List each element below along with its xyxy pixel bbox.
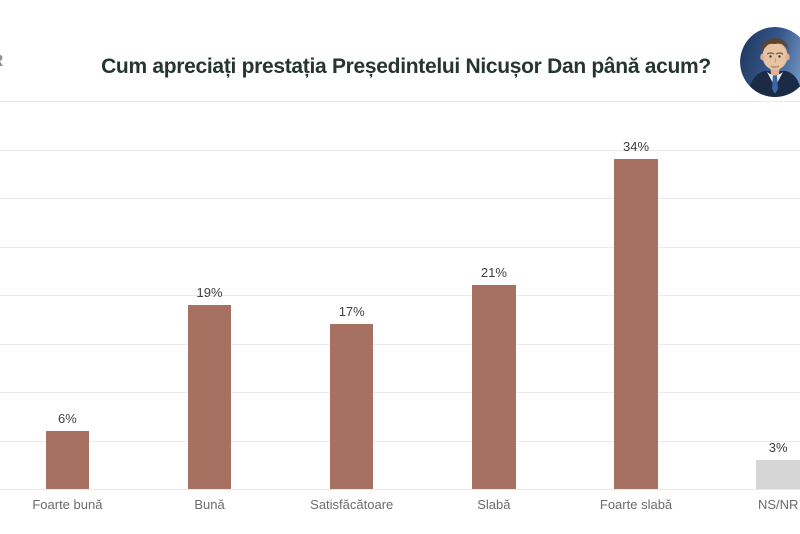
nicusor-dan-photo (740, 27, 800, 97)
value-label: 19% (196, 284, 223, 300)
bar-0 (45, 430, 90, 489)
gridline (0, 295, 800, 296)
bar-2 (329, 324, 374, 489)
bar-4 (614, 159, 658, 489)
gridline (0, 149, 800, 151)
value-label: 21% (480, 265, 507, 281)
bar-5 (756, 459, 800, 489)
category-label: Slabă (477, 497, 511, 512)
value-label: 3% (768, 439, 788, 455)
value-label: 6% (57, 410, 77, 426)
gridline (0, 489, 800, 490)
gridline (0, 246, 800, 248)
logo-letter-fragment: R (0, 51, 3, 71)
bar-1 (187, 304, 232, 489)
bar-3 (472, 285, 516, 489)
gridline (0, 392, 800, 393)
gridline (0, 101, 800, 102)
portrait-illustration (740, 27, 800, 97)
gridline (0, 440, 800, 442)
value-label: 17% (338, 304, 365, 320)
category-label: Bună (194, 497, 225, 512)
chart-title: Cum apreciați prestația Președintelui Ni… (101, 55, 711, 78)
category-label: NS/NR (757, 497, 799, 512)
gridline (0, 343, 800, 345)
value-label: 34% (623, 139, 650, 155)
gridline (0, 198, 800, 199)
category-label: Satisfăcătoare (310, 497, 394, 512)
category-label: Foarte bună (32, 497, 103, 512)
category-label: Foarte slabă (599, 497, 673, 512)
